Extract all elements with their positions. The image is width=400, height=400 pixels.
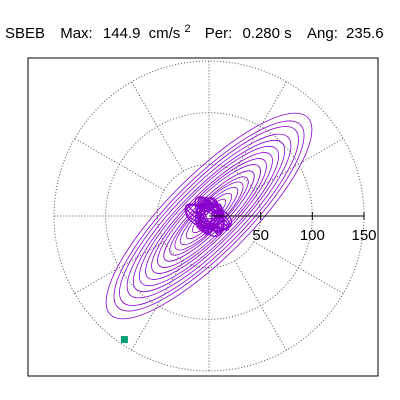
grid-spoke-240 [131,260,184,351]
max-label: Max: [60,25,93,42]
radial-tick-label: 50 [252,227,269,244]
orbit-loop [126,133,292,299]
orbit-loop [138,145,280,287]
orbit-loop [113,120,305,312]
radial-tick-label: 100 [300,227,325,244]
grid-spoke-300 [234,260,287,351]
per-value: 0.280 s [242,25,291,42]
chart-title: SBEB Max: 144.9 cm/s 2 Per: 0.280 s Ang:… [5,19,384,42]
orbit-core-loop [185,203,233,232]
orbit-loop [119,126,299,306]
ang-label: Ang: [307,25,338,42]
max-value: 144.9 [103,25,141,42]
grid-spoke-30 [253,138,344,191]
grid-spoke-60 [234,81,287,172]
orbit-core-loop [197,197,223,234]
max-unit: cm/s [149,25,181,42]
max-unit-exponent: 2 [184,23,190,35]
peak-marker [120,336,128,344]
orbit-loop [145,152,273,280]
orbit-core-loop [184,203,230,230]
radial-axis: 50 100 150 [209,212,377,244]
grid-spoke-330 [253,241,344,294]
orbit-trace [105,112,313,320]
grid-spoke-150 [74,138,165,191]
per-label: Per: [205,25,233,42]
station-name: SBEB [5,25,45,42]
orbit-loop [132,139,286,293]
grid-spoke-210 [74,241,165,294]
radial-tick-label: 150 [351,227,376,244]
orbit-loop [105,112,313,320]
plot-frame [27,57,379,377]
ang-value: 235.6 [346,25,384,42]
orbit-loop [151,158,267,274]
grid-spoke-120 [131,81,184,172]
